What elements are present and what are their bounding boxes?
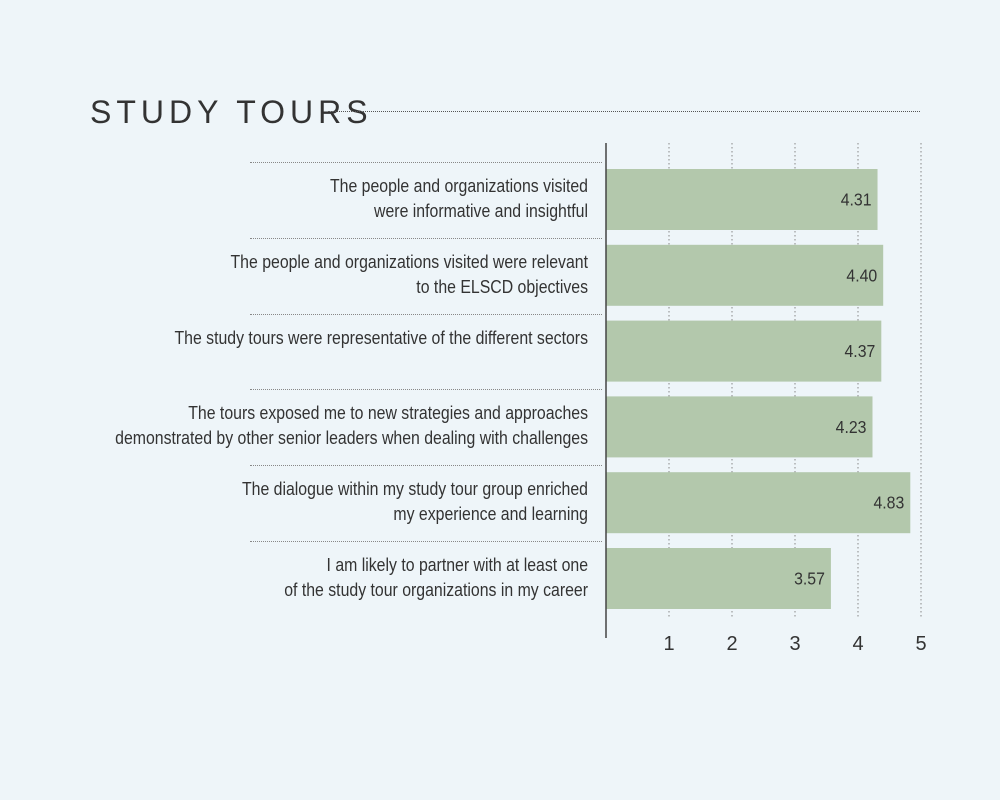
bar-1 bbox=[606, 169, 878, 230]
x-tick-label: 1 bbox=[663, 633, 674, 655]
chart-title: STUDY TOURS bbox=[90, 94, 373, 130]
value-label-1: 4.31 bbox=[841, 190, 872, 210]
value-label-4: 4.23 bbox=[836, 417, 867, 437]
bar-4 bbox=[606, 396, 873, 458]
x-tick-label: 3 bbox=[789, 633, 800, 655]
bar-6 bbox=[606, 548, 831, 609]
title-dotted-rule bbox=[328, 111, 920, 112]
value-label-3: 4.37 bbox=[845, 341, 876, 361]
row-separator bbox=[250, 389, 602, 391]
category-label-line: The tours exposed me to new strategies a… bbox=[188, 403, 588, 424]
category-label-line: I am likely to partner with at least one bbox=[326, 555, 588, 575]
row-separator bbox=[250, 313, 602, 315]
bar-2 bbox=[606, 244, 884, 306]
category-label-line: to the ELSCD objectives bbox=[416, 276, 588, 297]
category-label: I am likely to partner with at least one… bbox=[95, 553, 588, 603]
row-separator bbox=[250, 237, 602, 239]
category-label: The people and organizations visited wer… bbox=[95, 250, 589, 300]
category-label-line: of the study tour organizations in my ca… bbox=[284, 580, 588, 600]
value-label-5: 4.83 bbox=[873, 493, 904, 513]
category-label-line: my experience and learning bbox=[393, 504, 588, 525]
bar-3 bbox=[606, 320, 882, 382]
category-label-line: The study tours were representative of t… bbox=[174, 327, 589, 348]
category-label-line: were informative and insightful bbox=[374, 201, 588, 221]
title-row: STUDY TOURS bbox=[90, 92, 920, 132]
x-tick-label: 5 bbox=[915, 633, 926, 655]
x-tick-label: 4 bbox=[852, 633, 863, 655]
row-separator bbox=[250, 162, 602, 163]
category-label: The dialogue within my study tour group … bbox=[95, 477, 588, 527]
x-tick-label: 2 bbox=[726, 633, 737, 655]
bar-5 bbox=[606, 472, 911, 534]
category-label: The people and organizations visited were… bbox=[95, 174, 588, 224]
category-label-line: The dialogue within my study tour group … bbox=[241, 479, 588, 500]
category-label-line: The people and organizations visited wer… bbox=[230, 251, 589, 272]
category-label: The tours exposed me to new strategies a… bbox=[95, 401, 588, 451]
row-separator bbox=[250, 541, 602, 542]
row-separator bbox=[250, 465, 602, 467]
value-label-2: 4.40 bbox=[846, 265, 877, 285]
category-label-line: The people and organizations visited bbox=[329, 176, 588, 196]
category-label: The study tours were representative of t… bbox=[95, 326, 588, 351]
value-label-6: 3.57 bbox=[794, 569, 825, 589]
category-label-line: demonstrated by other senior leaders whe… bbox=[115, 428, 589, 449]
